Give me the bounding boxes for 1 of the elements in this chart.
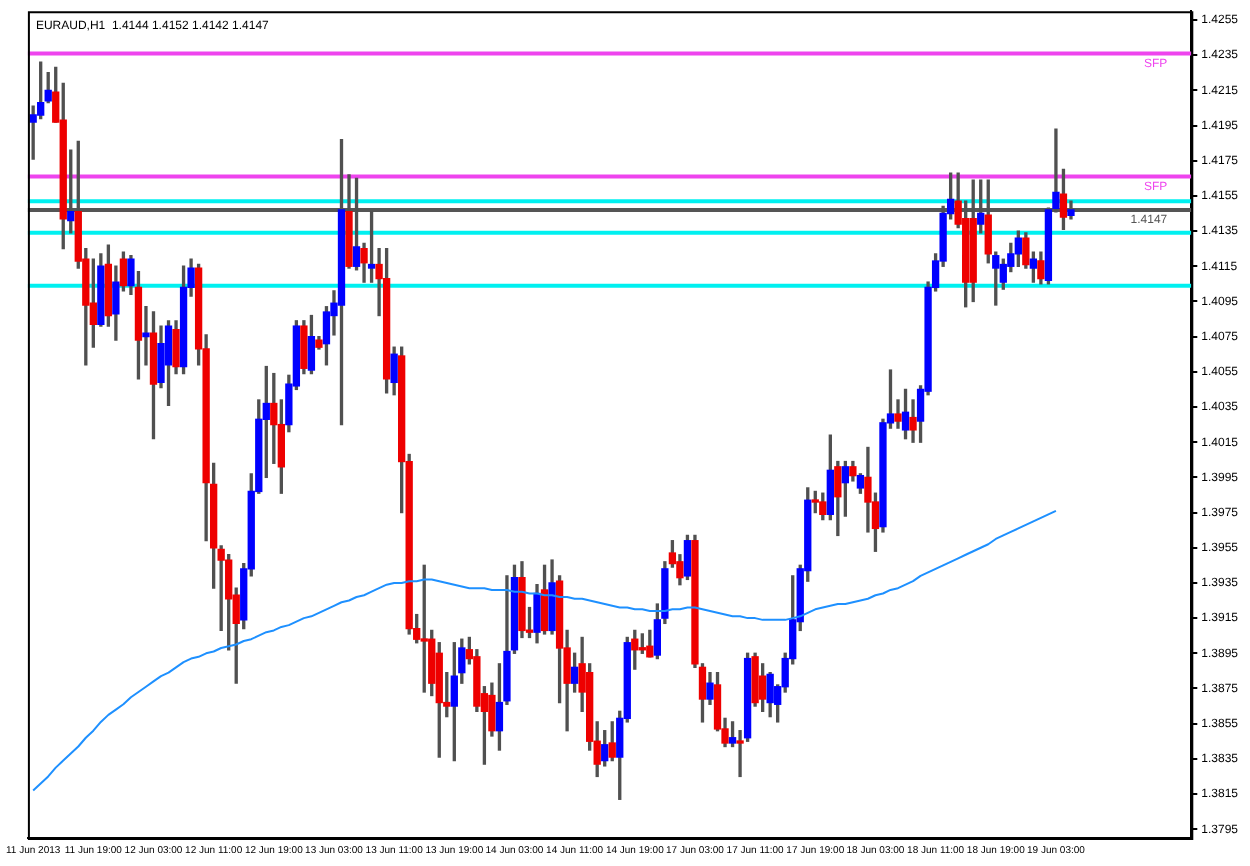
candlestick — [142, 306, 150, 366]
